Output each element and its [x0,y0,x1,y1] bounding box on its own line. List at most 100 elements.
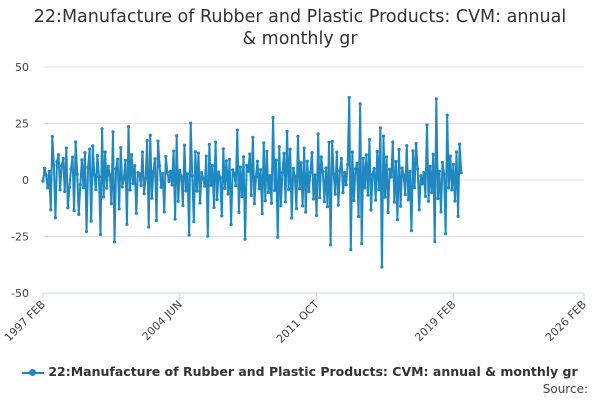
data-point[interactable] [341,191,345,195]
data-point[interactable] [394,159,398,164]
data-point[interactable] [271,116,275,120]
data-point[interactable] [339,156,344,161]
data-point[interactable] [94,187,98,192]
data-point[interactable] [100,127,104,131]
data-point[interactable] [255,159,260,163]
data-point[interactable] [330,139,334,143]
data-point[interactable] [257,187,261,191]
data-point[interactable] [397,147,401,152]
data-point[interactable] [245,163,249,167]
data-point[interactable] [428,164,432,168]
data-point[interactable] [106,164,110,168]
data-point[interactable] [199,170,204,175]
data-point[interactable] [310,151,314,155]
data-point[interactable] [305,159,309,163]
data-point[interactable] [209,183,213,187]
data-point[interactable] [313,173,317,177]
data-point[interactable] [391,140,395,144]
data-point[interactable] [299,161,303,165]
data-point[interactable] [327,140,331,144]
data-point[interactable] [266,190,271,195]
data-point[interactable] [285,129,289,134]
data-point[interactable] [274,158,278,162]
data-point[interactable] [151,170,155,174]
data-point[interactable] [224,159,229,163]
data-point[interactable] [84,229,89,234]
data-point[interactable] [63,189,67,194]
data-point[interactable] [416,167,420,171]
data-point[interactable] [238,165,243,169]
data-point[interactable] [290,216,294,220]
data-point[interactable] [226,192,230,196]
data-point[interactable] [263,199,267,203]
data-point[interactable] [69,167,73,171]
data-point[interactable] [117,207,121,211]
data-point[interactable] [353,167,358,171]
data-point[interactable] [430,191,434,195]
data-point[interactable] [321,170,325,174]
data-point[interactable] [291,166,295,170]
data-point[interactable] [383,195,387,199]
data-point[interactable] [386,210,390,215]
data-point[interactable] [61,156,65,161]
data-point[interactable] [389,175,393,179]
data-point[interactable] [406,198,410,202]
data-point[interactable] [319,155,323,159]
data-point[interactable] [252,201,257,206]
data-point[interactable] [360,241,364,246]
data-point[interactable] [434,97,438,101]
data-point[interactable] [324,166,328,170]
data-point[interactable] [42,166,47,170]
data-point[interactable] [259,168,263,172]
data-point[interactable] [372,166,376,171]
data-point[interactable] [75,172,79,176]
data-point[interactable] [436,196,440,201]
data-point[interactable] [249,193,253,197]
data-point[interactable] [311,197,316,201]
data-point[interactable] [269,201,274,205]
data-point[interactable] [422,170,426,175]
data-point[interactable] [288,147,292,151]
data-point[interactable] [423,194,428,198]
data-point[interactable] [145,138,149,143]
data-point[interactable] [98,232,103,237]
data-point[interactable] [44,173,48,177]
data-point[interactable] [131,182,135,186]
data-point[interactable] [293,174,297,178]
data-point[interactable] [210,163,215,168]
data-point[interactable] [447,186,451,190]
data-point[interactable] [277,145,281,149]
data-point[interactable] [64,146,68,150]
data-point[interactable] [398,204,403,208]
data-point[interactable] [458,142,462,146]
data-point[interactable] [171,149,176,153]
data-point[interactable] [333,192,337,196]
data-point[interactable] [114,167,118,171]
data-point[interactable] [234,184,238,188]
data-point[interactable] [111,130,115,134]
data-point[interactable] [125,222,129,226]
data-point[interactable] [265,149,269,153]
data-point[interactable] [370,172,375,177]
data-point[interactable] [66,206,70,210]
data-point[interactable] [147,225,151,229]
data-point[interactable] [342,170,347,175]
data-point[interactable] [203,184,207,188]
data-point[interactable] [156,139,160,143]
data-point[interactable] [86,165,90,169]
data-point[interactable] [220,214,224,218]
data-point[interactable] [139,183,143,188]
data-point[interactable] [400,166,404,170]
data-point[interactable] [204,154,208,158]
data-point[interactable] [102,195,106,199]
data-point[interactable] [74,140,78,144]
data-point[interactable] [302,146,306,150]
data-point[interactable] [192,219,196,224]
data-point[interactable] [344,183,348,187]
data-point[interactable] [315,213,319,218]
data-point[interactable] [260,211,264,216]
data-point[interactable] [70,155,75,159]
data-point[interactable] [402,173,406,177]
data-point[interactable] [167,179,171,183]
data-point[interactable] [276,235,280,239]
